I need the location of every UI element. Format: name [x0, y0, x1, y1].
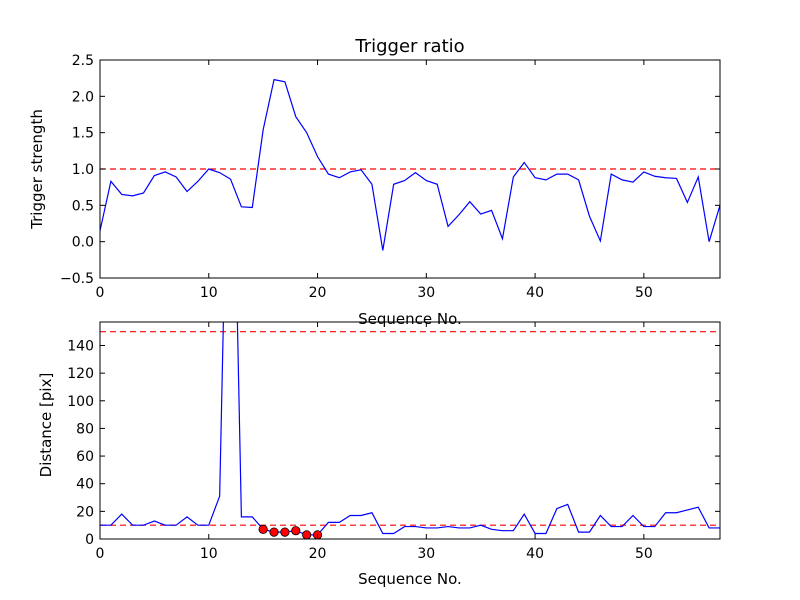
- y-tick-label: 0.0: [72, 235, 94, 251]
- y-tick-label: −0.5: [60, 271, 94, 287]
- flagged-point: [281, 528, 289, 536]
- y-tick-label: 120: [67, 366, 94, 382]
- y-tick-label: 1.5: [72, 126, 94, 142]
- y-tick-label: 140: [67, 338, 94, 354]
- x-tick-label: 40: [526, 285, 544, 301]
- x-axis-label: Sequence No.: [358, 570, 462, 588]
- figure-background: [0, 0, 800, 600]
- x-tick-label: 0: [96, 285, 105, 301]
- y-tick-label: 2.0: [72, 89, 94, 105]
- y-tick-label: 80: [76, 421, 94, 437]
- y-tick-label: 100: [67, 394, 94, 410]
- x-tick-label: 30: [417, 546, 435, 562]
- x-tick-label: 30: [417, 285, 435, 301]
- y-axis-label: Trigger strength: [28, 109, 46, 230]
- x-tick-label: 20: [309, 546, 327, 562]
- y-tick-label: 60: [76, 449, 94, 465]
- y-tick-label: 2.5: [72, 53, 94, 69]
- chart-title: Trigger ratio: [354, 36, 464, 57]
- y-axis-label: Distance [pix]: [37, 373, 55, 478]
- flagged-point: [270, 528, 278, 536]
- x-tick-label: 10: [200, 546, 218, 562]
- x-tick-label: 40: [526, 546, 544, 562]
- flagged-point: [259, 525, 267, 533]
- x-tick-label: 0: [96, 546, 105, 562]
- flagged-point: [302, 531, 310, 539]
- y-tick-label: 0.5: [72, 198, 94, 214]
- flagged-point: [292, 527, 300, 535]
- x-tick-label: 20: [309, 285, 327, 301]
- x-tick-label: 50: [635, 285, 653, 301]
- y-tick-label: 40: [76, 477, 94, 493]
- y-tick-label: 0: [85, 532, 94, 548]
- y-tick-label: 1.0: [72, 162, 94, 178]
- y-tick-label: 20: [76, 504, 94, 520]
- figure: Trigger ratio Sequence No. Trigger stren…: [0, 0, 800, 600]
- x-tick-label: 10: [200, 285, 218, 301]
- x-tick-label: 50: [635, 546, 653, 562]
- x-axis-label: Sequence No.: [358, 310, 462, 328]
